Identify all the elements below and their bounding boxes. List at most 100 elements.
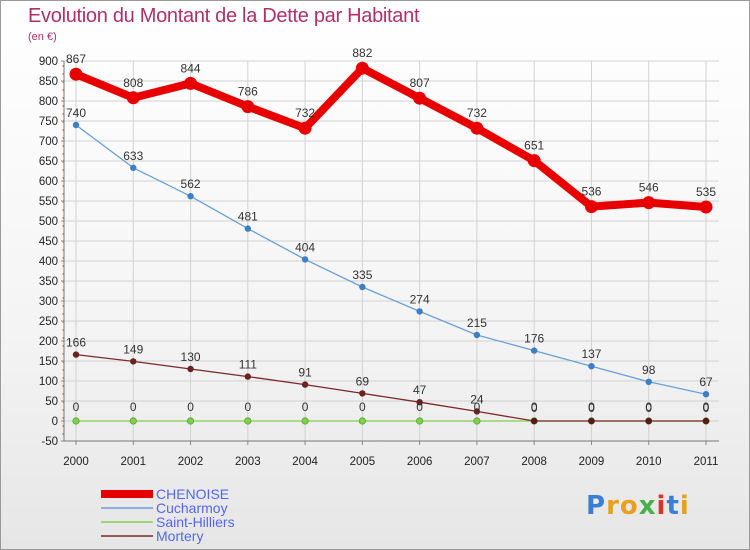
data-label-saint-hilliers: 0 — [645, 400, 652, 414]
series-line-chenoise — [72, 64, 710, 211]
data-point-chenoise — [470, 121, 484, 135]
y-tick-label: 700 — [39, 136, 58, 148]
y-tick-label: 650 — [39, 156, 58, 168]
data-point-saint-hilliers — [416, 417, 424, 425]
data-point-mortery — [530, 417, 538, 425]
data-point-mortery — [359, 390, 366, 397]
data-label-mortery: 0 — [588, 401, 595, 415]
data-point-mortery — [187, 365, 194, 373]
data-label-cucharmoy: 215 — [467, 316, 487, 330]
data-label-cucharmoy: 562 — [181, 177, 201, 191]
data-point-cucharmoy — [416, 308, 423, 315]
legend-label-cucharmoy: Cucharmoy — [156, 500, 228, 516]
label-layer: 867 808 844 786 732 882 807 732 651 536 546 535 740 6… — [66, 46, 716, 415]
x-tick-label: 2009 — [579, 456, 605, 468]
x-tick-label: 2005 — [350, 456, 376, 468]
y-tick-label: 500 — [39, 216, 58, 228]
data-label-saint-hilliers: 0 — [130, 400, 137, 414]
y-tick-label: 900 — [39, 56, 58, 68]
data-point-cucharmoy — [72, 121, 80, 129]
y-tick-label: 100 — [39, 376, 58, 388]
data-label-mortery: 91 — [298, 366, 312, 380]
data-label-chenoise: 732 — [467, 106, 487, 120]
data-point-mortery — [301, 381, 309, 388]
data-label-chenoise: 882 — [352, 46, 372, 60]
x-tick-label: 2003 — [235, 456, 261, 468]
data-label-cucharmoy: 98 — [642, 363, 656, 377]
data-point-chenoise — [527, 154, 541, 168]
y-tick-label: 750 — [39, 116, 58, 128]
proxiti-logo: Proxiti — [586, 491, 690, 521]
x-tick-label: 2001 — [120, 456, 146, 468]
data-point-mortery — [244, 373, 252, 380]
data-point-mortery — [588, 417, 595, 425]
data-label-chenoise: 786 — [238, 85, 258, 99]
data-point-chenoise — [184, 76, 198, 90]
series-line-mortery — [75, 353, 707, 422]
data-point-mortery — [72, 351, 80, 358]
data-label-mortery: 0 — [645, 401, 652, 415]
data-point-mortery — [645, 417, 652, 425]
data-point-mortery — [473, 408, 481, 415]
y-tick-label: 300 — [39, 296, 58, 308]
data-label-saint-hilliers: 0 — [474, 400, 481, 414]
x-tick-label: 2011 — [694, 456, 719, 468]
data-point-chenoise — [69, 67, 83, 81]
logo-letter: x — [638, 491, 657, 521]
data-label-mortery: 0 — [531, 401, 538, 415]
logo-letter: i — [656, 491, 667, 521]
data-label-chenoise: 732 — [295, 106, 315, 120]
y-tick-label: -50 — [41, 436, 58, 448]
data-label-mortery: 111 — [239, 358, 258, 372]
data-point-chenoise — [699, 200, 713, 214]
data-label-cucharmoy: 335 — [352, 268, 372, 282]
data-label-cucharmoy: 481 — [238, 210, 258, 224]
axis-layer: -50 0 50 100 150 200 250 300 350 400 450 500 550 600 6… — [39, 56, 719, 468]
y-tick-label: 250 — [39, 316, 58, 328]
data-label-chenoise: 546 — [639, 181, 659, 195]
data-point-chenoise — [642, 196, 656, 210]
legend-label-saint-hilliers: Saint-Hilliers — [156, 514, 235, 530]
data-point-cucharmoy — [530, 347, 538, 354]
data-label-cucharmoy: 274 — [410, 292, 430, 306]
x-tick-label: 2002 — [178, 456, 204, 468]
logo-letter: i — [679, 491, 690, 521]
logo-letter: r — [606, 491, 620, 521]
data-label-chenoise: 651 — [524, 139, 544, 153]
data-point-saint-hilliers — [186, 417, 195, 425]
data-label-cucharmoy: 633 — [123, 149, 143, 163]
y-tick-label: 450 — [39, 236, 58, 248]
data-point-saint-hilliers — [473, 417, 481, 425]
data-point-mortery — [702, 417, 710, 425]
y-tick-label: 150 — [39, 356, 58, 368]
data-label-saint-hilliers: 0 — [588, 400, 595, 414]
y-tick-label: 350 — [39, 276, 58, 288]
data-point-chenoise — [413, 91, 427, 105]
data-label-saint-hilliers: 0 — [531, 400, 538, 414]
y-tick-label: 0 — [52, 416, 58, 428]
data-point-cucharmoy — [301, 256, 309, 263]
data-label-mortery: 149 — [123, 342, 143, 356]
y-tick-label: 50 — [45, 396, 58, 408]
x-tick-label: 2006 — [407, 456, 433, 468]
data-label-saint-hilliers: 0 — [187, 400, 194, 414]
data-point-saint-hilliers — [72, 417, 80, 425]
x-tick-label: 2000 — [63, 456, 89, 468]
logo-letter: P — [586, 491, 607, 521]
data-point-cucharmoy — [244, 225, 252, 232]
data-label-mortery: 166 — [66, 336, 86, 350]
chart-subtitle: (en €) — [28, 31, 57, 43]
data-label-mortery: 47 — [413, 383, 427, 397]
y-tick-label: 550 — [39, 196, 58, 208]
data-point-saint-hilliers — [358, 417, 366, 425]
series-line-cucharmoy — [75, 124, 707, 395]
data-label-saint-hilliers: 0 — [244, 400, 251, 414]
data-point-cucharmoy — [130, 164, 137, 171]
y-tick-label: 850 — [39, 76, 58, 88]
y-tick-label: 600 — [39, 176, 58, 188]
data-point-cucharmoy — [645, 378, 652, 385]
data-label-cucharmoy: 404 — [295, 240, 315, 254]
